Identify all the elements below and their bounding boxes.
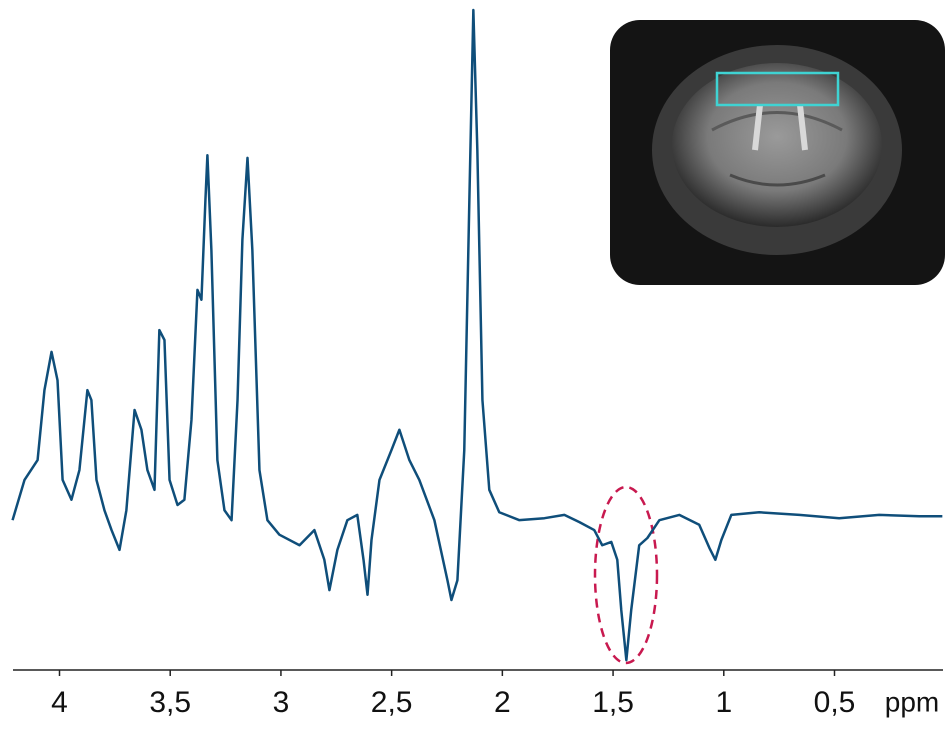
mri-inset [610,20,945,285]
x-tick-label: 2,5 [371,686,413,719]
brain [672,63,882,227]
voxel-box [715,71,840,107]
x-tick-label: 2 [494,686,511,719]
x-tick-label: 3,5 [149,686,191,719]
x-tick-label: 1 [715,686,732,719]
brain-fold [711,111,843,132]
x-axis-label: ppm [885,686,939,717]
x-tick-label: 3 [273,686,290,719]
ventricles [752,104,808,151]
highlight-ellipse [593,485,659,665]
x-tick-label: 4 [51,686,68,719]
x-tick-label: 1,5 [592,686,634,719]
x-tick-label: 0,5 [814,686,856,719]
spectrum-line [11,8,943,662]
brain-fold [729,173,826,187]
